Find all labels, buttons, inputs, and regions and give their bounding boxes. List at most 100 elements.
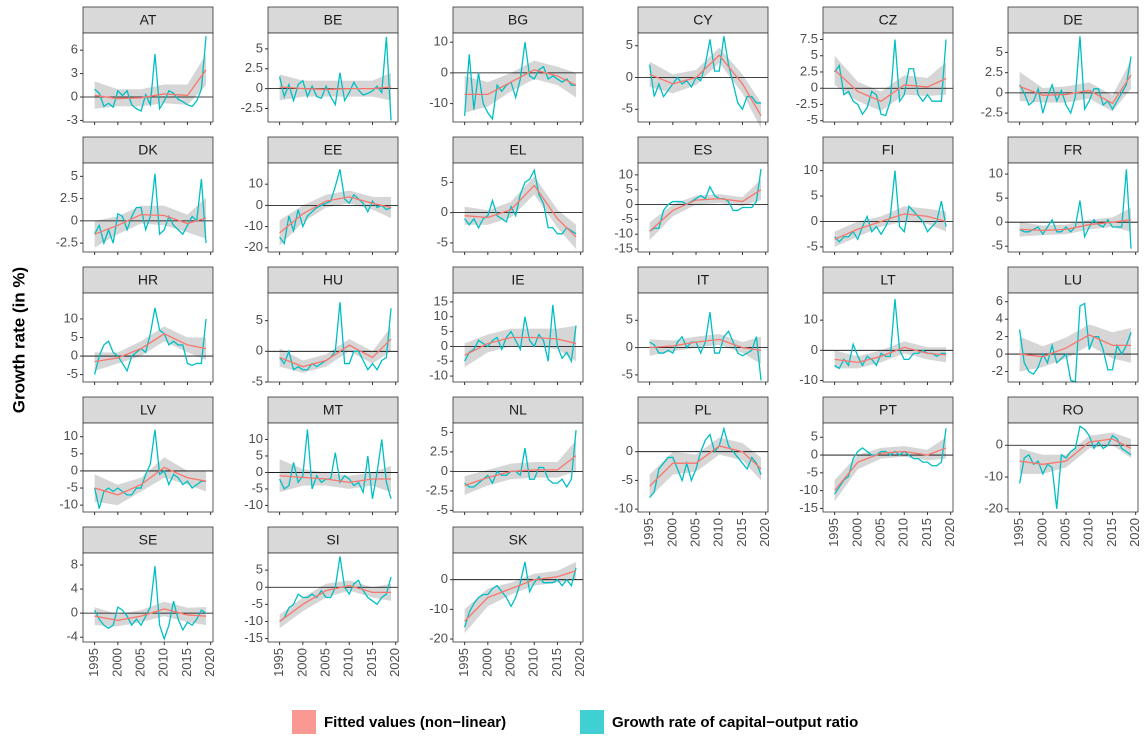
y-tick-label: 0: [71, 212, 78, 227]
panel-title: FI: [882, 142, 894, 158]
y-tick-label: -10: [799, 372, 818, 387]
y-tick-label: 0: [256, 464, 263, 479]
plot-area: [823, 293, 953, 382]
growth-line: [649, 426, 762, 499]
fitted-line: [649, 54, 762, 116]
strip: [267, 266, 399, 294]
growth-line: [834, 39, 947, 117]
plot-area: [268, 553, 398, 642]
y-tick-label: 0: [811, 80, 818, 95]
y-tick-label: 0: [811, 342, 818, 357]
y-tick-label: -5: [251, 596, 263, 611]
fitted-line: [834, 447, 947, 492]
plot-area: [83, 163, 213, 252]
strip: [1007, 266, 1139, 294]
x-tick-label: 2005: [317, 648, 332, 677]
fitted-line: [279, 584, 392, 622]
strip: [267, 136, 399, 164]
x-tick-label: 2020: [572, 648, 587, 677]
y-tick-label: 5: [626, 312, 633, 327]
y-tick-label: 5: [441, 424, 448, 439]
x-tick-label: 2010: [341, 648, 356, 677]
y-tick-label: 0: [256, 197, 263, 212]
y-tick-label: 5: [996, 190, 1003, 205]
panel-title: BG: [508, 12, 528, 28]
growth-line: [94, 173, 207, 246]
panel: BG -10 0 10: [429, 6, 584, 125]
panel-border: [82, 32, 214, 123]
x-tick-label: 2015: [549, 648, 564, 677]
fitted-line: [1019, 74, 1132, 105]
strip: [267, 526, 399, 554]
confidence-band: [94, 601, 207, 627]
growth-line: [93, 429, 207, 509]
panel-border: [267, 552, 399, 643]
panel-border: [267, 422, 399, 513]
plot-area: [83, 33, 213, 122]
strip: [82, 266, 214, 294]
y-tick-label: 2.5: [800, 63, 818, 78]
plot-area: [638, 293, 768, 382]
confidence-band: [1019, 324, 1132, 372]
x-tick-label: 2000: [294, 648, 309, 677]
panel-border: [452, 162, 584, 253]
y-tick-label: -20: [984, 500, 1003, 515]
fitted-line: [834, 346, 947, 364]
panel-title: PT: [879, 402, 897, 418]
y-tick-label: -5: [621, 472, 633, 487]
fitted-line: [94, 333, 207, 363]
y-tick-label: 5: [996, 44, 1003, 59]
panel-border: [1007, 292, 1139, 383]
x-tick-label: 2020: [387, 648, 402, 677]
y-tick-label: 5: [626, 181, 633, 196]
y-tick-label: 0: [71, 88, 78, 103]
plot-area: [83, 553, 213, 642]
growth-line: [463, 42, 577, 121]
y-tick-label: -20: [244, 239, 263, 254]
panel-border: [822, 162, 954, 253]
y-tick-label: 3: [71, 65, 78, 80]
y-tick-label: -5: [806, 238, 818, 253]
panel: CY -5 0 5: [621, 6, 769, 129]
legend-label: Growth rate of capital−output ratio: [612, 714, 858, 731]
y-tick-label: -5: [436, 234, 448, 249]
y-tick-label: 0: [996, 214, 1003, 229]
x-tick-label: 2000: [479, 648, 494, 677]
fitted-line: [464, 184, 577, 238]
plot-area: [83, 293, 213, 382]
panel-border: [822, 292, 954, 383]
panel-border: [637, 422, 769, 513]
confidence-band: [834, 55, 947, 111]
growth-line: [278, 36, 392, 121]
y-tick-label: 0: [441, 463, 448, 478]
x-tick-label: 2010: [156, 648, 171, 677]
fitted-line: [1019, 438, 1132, 465]
panel-title: EL: [509, 142, 526, 158]
x-tick-label: 1995: [456, 648, 471, 677]
y-tick-label: -2: [991, 363, 1003, 378]
y-tick-label: 5: [811, 429, 818, 444]
growth-line: [834, 428, 947, 495]
panel-title: SI: [326, 532, 339, 548]
growth-line: [1019, 36, 1132, 115]
x-tick-label: 2000: [849, 518, 864, 547]
strip: [452, 136, 584, 164]
panel: EL -5 0 5: [436, 136, 584, 255]
growth-line: [279, 556, 392, 622]
fitted-line: [464, 455, 577, 487]
y-tick-label: 2.5: [245, 60, 263, 75]
panel: FR -5 0 5 10: [989, 136, 1139, 255]
y-tick-label: 4: [996, 311, 1003, 326]
y-tick-label: 10: [989, 166, 1003, 181]
y-tick-label: -20: [429, 630, 448, 645]
confidence-band: [1019, 207, 1132, 237]
panel-border: [1007, 32, 1139, 123]
x-tick-label: 1995: [641, 518, 656, 547]
y-axis-label: Growth rate (in %): [9, 267, 28, 413]
x-tick-label: 2015: [364, 648, 379, 677]
y-tick-label: 5: [626, 37, 633, 52]
panel-border: [452, 422, 584, 513]
growth-line: [463, 561, 577, 628]
y-tick-label: 2.5: [60, 190, 78, 205]
